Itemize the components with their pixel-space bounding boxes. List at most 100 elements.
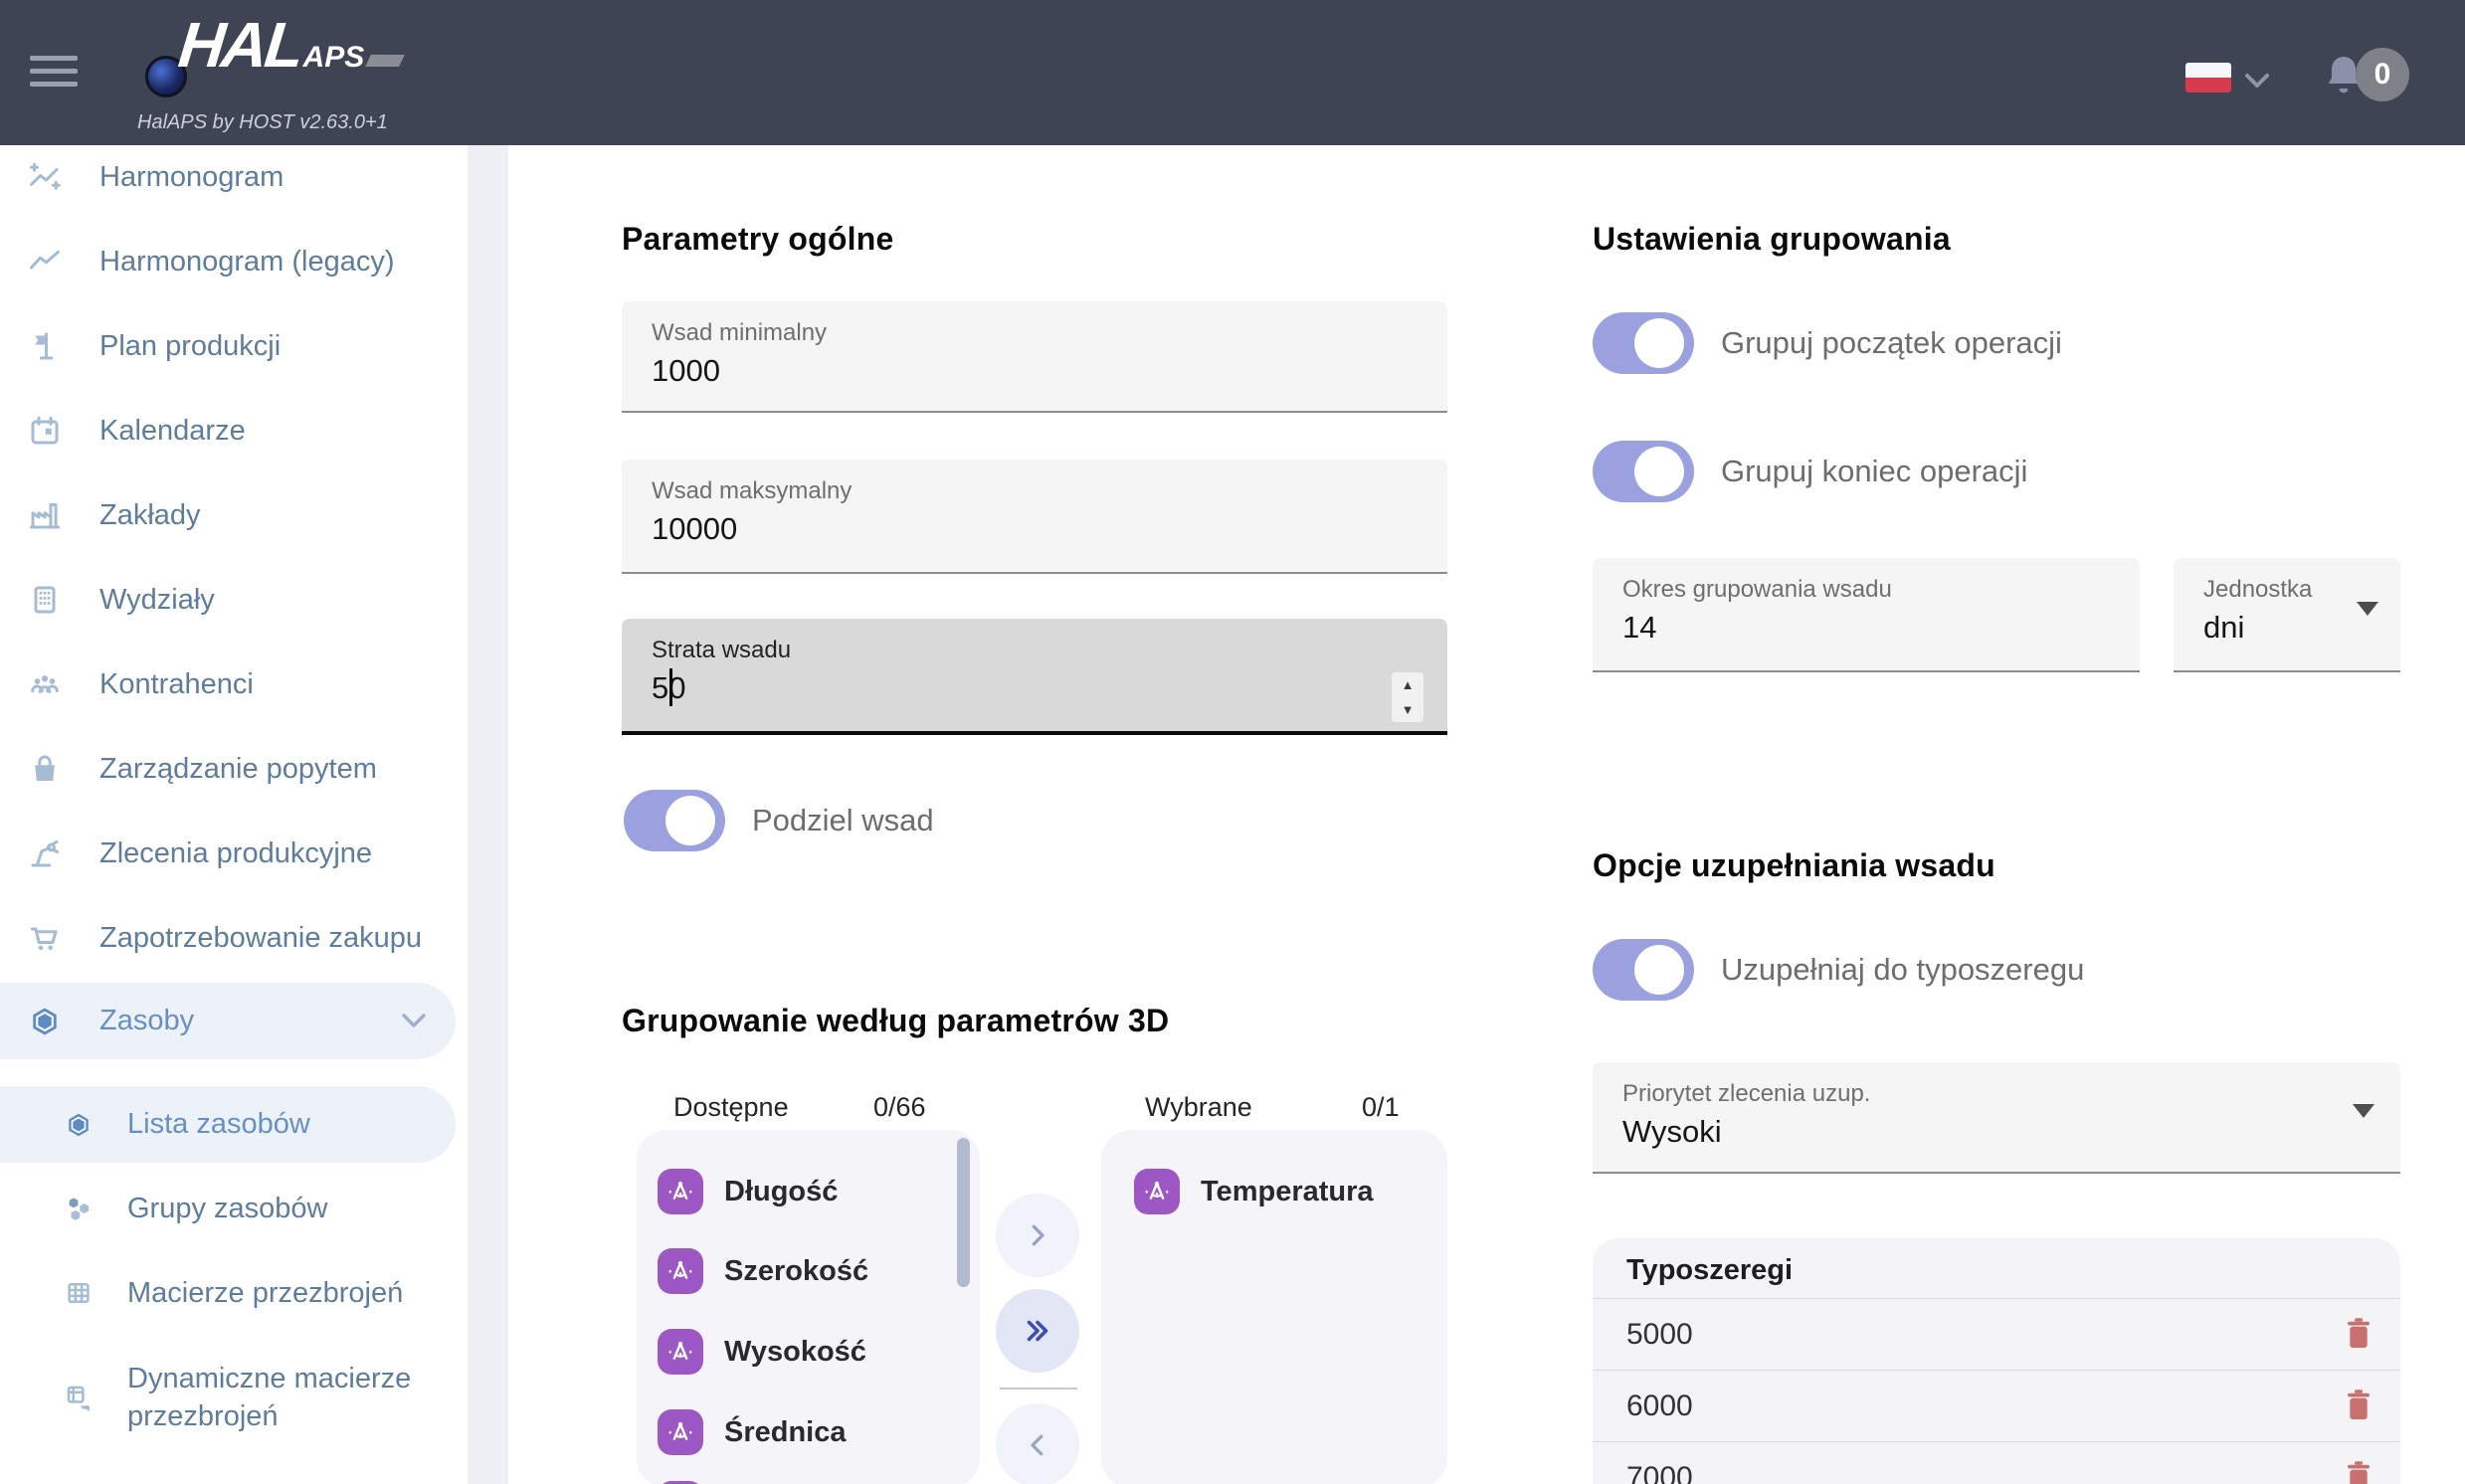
- hexagon-icon: [64, 1110, 94, 1140]
- list-item-partial[interactable]: [637, 1473, 980, 1484]
- okres-grupowania-field[interactable]: Okres grupowania wsadu 14: [1593, 558, 2140, 672]
- grupuj-koniec-toggle[interactable]: [1593, 441, 1694, 502]
- flag-poland-icon[interactable]: [2185, 63, 2231, 93]
- uzupelniaj-toggle[interactable]: [1593, 939, 1694, 1001]
- sidebar-item-label: Plan produkcji: [99, 329, 282, 362]
- trend-icon: [27, 244, 63, 279]
- trend-sparkle-icon: [27, 159, 63, 195]
- list-scrollbar-thumb[interactable]: [957, 1138, 970, 1287]
- spinner-down-icon[interactable]: ▼: [1401, 702, 1415, 717]
- sidebar-item-harmonogram-legacy[interactable]: Harmonogram (legacy): [0, 224, 456, 299]
- robot-arm-icon: [27, 835, 63, 871]
- priorytet-select[interactable]: Priorytet zlecenia uzup. Wysoki: [1593, 1062, 2400, 1174]
- move-right-button[interactable]: [996, 1194, 1079, 1277]
- signpost-icon: [27, 328, 63, 364]
- field-value: 50: [652, 670, 685, 706]
- shopping-bag-icon: [27, 751, 63, 787]
- series-value: 5000: [1626, 1318, 1693, 1351]
- list-item[interactable]: Długość: [637, 1161, 980, 1240]
- grupuj-poczatek-toggle-row: Grupuj początek operacji: [1593, 312, 2062, 374]
- sidebar-item-zarzadzanie-popytem[interactable]: Zarządzanie popytem: [0, 731, 456, 807]
- sidebar-item-lista-zasobow[interactable]: Lista zasobów: [0, 1086, 456, 1163]
- sidebar-scroll-track[interactable]: [468, 145, 508, 1484]
- list-item[interactable]: Szerokość: [637, 1240, 980, 1320]
- section-title-refill: Opcje uzupełniania wsadu: [1593, 847, 1995, 883]
- sidebar-item-wydzialy[interactable]: Wydziały: [0, 562, 456, 638]
- toggle-label: Podziel wsad: [752, 803, 934, 837]
- field-label: Okres grupowania wsadu: [1622, 576, 1892, 603]
- sidebar-item-plan-produkcji[interactable]: Plan produkcji: [0, 308, 456, 384]
- toggle-label: Uzupełniaj do typoszeregu: [1721, 952, 2085, 987]
- field-label: Strata wsadu: [652, 637, 792, 663]
- list-item-label: Temperatura: [1201, 1176, 1374, 1207]
- divider: [1593, 1441, 2400, 1442]
- list-item-label: Szerokość: [724, 1255, 869, 1287]
- move-all-right-button[interactable]: [996, 1289, 1079, 1373]
- sidebar-item-zasoby[interactable]: Zasoby: [0, 983, 456, 1059]
- trash-icon[interactable]: [2343, 1387, 2374, 1424]
- strata-wsadu-field[interactable]: Strata wsadu 50 ▲▼: [622, 619, 1447, 735]
- chevron-down-icon: [398, 1011, 430, 1035]
- toggle-label: Grupuj koniec operacji: [1721, 454, 2028, 488]
- series-value: 6000: [1626, 1390, 1693, 1422]
- people-icon: [27, 666, 63, 702]
- dynamic-matrix-icon: [64, 1383, 94, 1412]
- divider: [1593, 1370, 2400, 1371]
- available-list-label: Dostępne: [673, 1092, 789, 1122]
- app-header: HALAPS HalAPS by HOST v2.63.0+1 0: [0, 0, 2465, 145]
- sidebar-item-zapotrzebowanie-zakupu[interactable]: Zapotrzebowanie zakupu: [0, 900, 456, 976]
- sidebar-item-dynamiczne-macierze[interactable]: Dynamiczne macierze przezbrojeń: [0, 1333, 456, 1462]
- field-value: 1000: [652, 353, 720, 388]
- list-item[interactable]: Temperatura: [1101, 1161, 1447, 1240]
- list-item[interactable]: Wysokość: [637, 1321, 980, 1400]
- wsad-maksymalny-field[interactable]: Wsad maksymalny 10000: [622, 460, 1447, 574]
- hexagon-icon: [27, 1004, 63, 1039]
- cart-icon: [27, 920, 63, 956]
- card-title: Typoszeregi: [1626, 1254, 1794, 1286]
- logo-orb-icon: [145, 56, 187, 97]
- bell-icon[interactable]: [2320, 52, 2368, 108]
- available-parameters-list: Długość Szerokość Wysokość Średnica: [637, 1130, 980, 1484]
- spinner-up-icon[interactable]: ▲: [1401, 677, 1415, 692]
- sidebar-item-kontrahenci[interactable]: Kontrahenci: [0, 647, 456, 722]
- sidebar-item-zlecenia-produkcyjne[interactable]: Zlecenia produkcyjne: [0, 816, 456, 891]
- trash-icon[interactable]: [2343, 1458, 2374, 1484]
- sidebar-item-label: Zlecenia produkcyjne: [99, 836, 373, 869]
- matrix-icon: [64, 1278, 94, 1308]
- move-left-button[interactable]: [996, 1403, 1079, 1484]
- strata-wsadu-spinner[interactable]: ▲ ▼: [1392, 672, 1423, 722]
- notification-badge[interactable]: 0: [2356, 48, 2409, 101]
- drafting-compass-icon: [658, 1169, 703, 1214]
- grupuj-poczatek-toggle[interactable]: [1593, 312, 1694, 374]
- hex-group-icon: [64, 1194, 94, 1223]
- sidebar-item-macierze-przezbrojen[interactable]: Macierze przezbrojeń: [0, 1255, 456, 1331]
- sidebar-item-kalendarze[interactable]: Kalendarze: [0, 393, 456, 468]
- field-label: Priorytet zlecenia uzup.: [1622, 1080, 1871, 1107]
- podziel-wsad-toggle-row: Podziel wsad: [624, 790, 934, 851]
- jednostka-select[interactable]: Jednostka dni: [2174, 558, 2400, 672]
- field-value: 14: [1622, 610, 1657, 645]
- table-row[interactable]: 7000: [1593, 1441, 2400, 1484]
- wsad-minimalny-field[interactable]: Wsad minimalny 1000: [622, 301, 1447, 413]
- sidebar-item-harmonogram[interactable]: Harmonogram: [0, 139, 456, 215]
- sidebar-item-label: Zasoby: [99, 1005, 195, 1036]
- list-item[interactable]: Średnica: [637, 1401, 980, 1481]
- sidebar-item-label: Kalendarze: [99, 414, 246, 447]
- chevron-down-icon[interactable]: [2240, 70, 2274, 96]
- sidebar-item-label: Lista zasobów: [127, 1108, 310, 1140]
- selected-parameters-list: Temperatura: [1101, 1130, 1447, 1484]
- sidebar-item-zaklady[interactable]: Zakłady: [0, 477, 456, 553]
- sidebar-item-label: Grupy zasobów: [127, 1192, 328, 1224]
- sidebar-item-partial[interactable]: [0, 1470, 456, 1484]
- table-row[interactable]: 6000: [1593, 1370, 2400, 1441]
- sidebar-item-label: Macierze przezbrojeń: [127, 1276, 404, 1309]
- menu-icon[interactable]: [30, 56, 78, 90]
- table-row[interactable]: 5000: [1593, 1298, 2400, 1370]
- podziel-wsad-toggle[interactable]: [624, 790, 725, 851]
- sidebar-item-grupy-zasobow[interactable]: Grupy zasobów: [0, 1171, 456, 1246]
- uzupelniaj-toggle-row: Uzupełniaj do typoszeregu: [1593, 939, 2084, 1001]
- sidebar-item-label: Kontrahenci: [99, 667, 254, 700]
- field-value: Wysoki: [1622, 1114, 1722, 1149]
- trash-icon[interactable]: [2343, 1315, 2374, 1353]
- dropdown-arrow-icon: [2357, 602, 2378, 616]
